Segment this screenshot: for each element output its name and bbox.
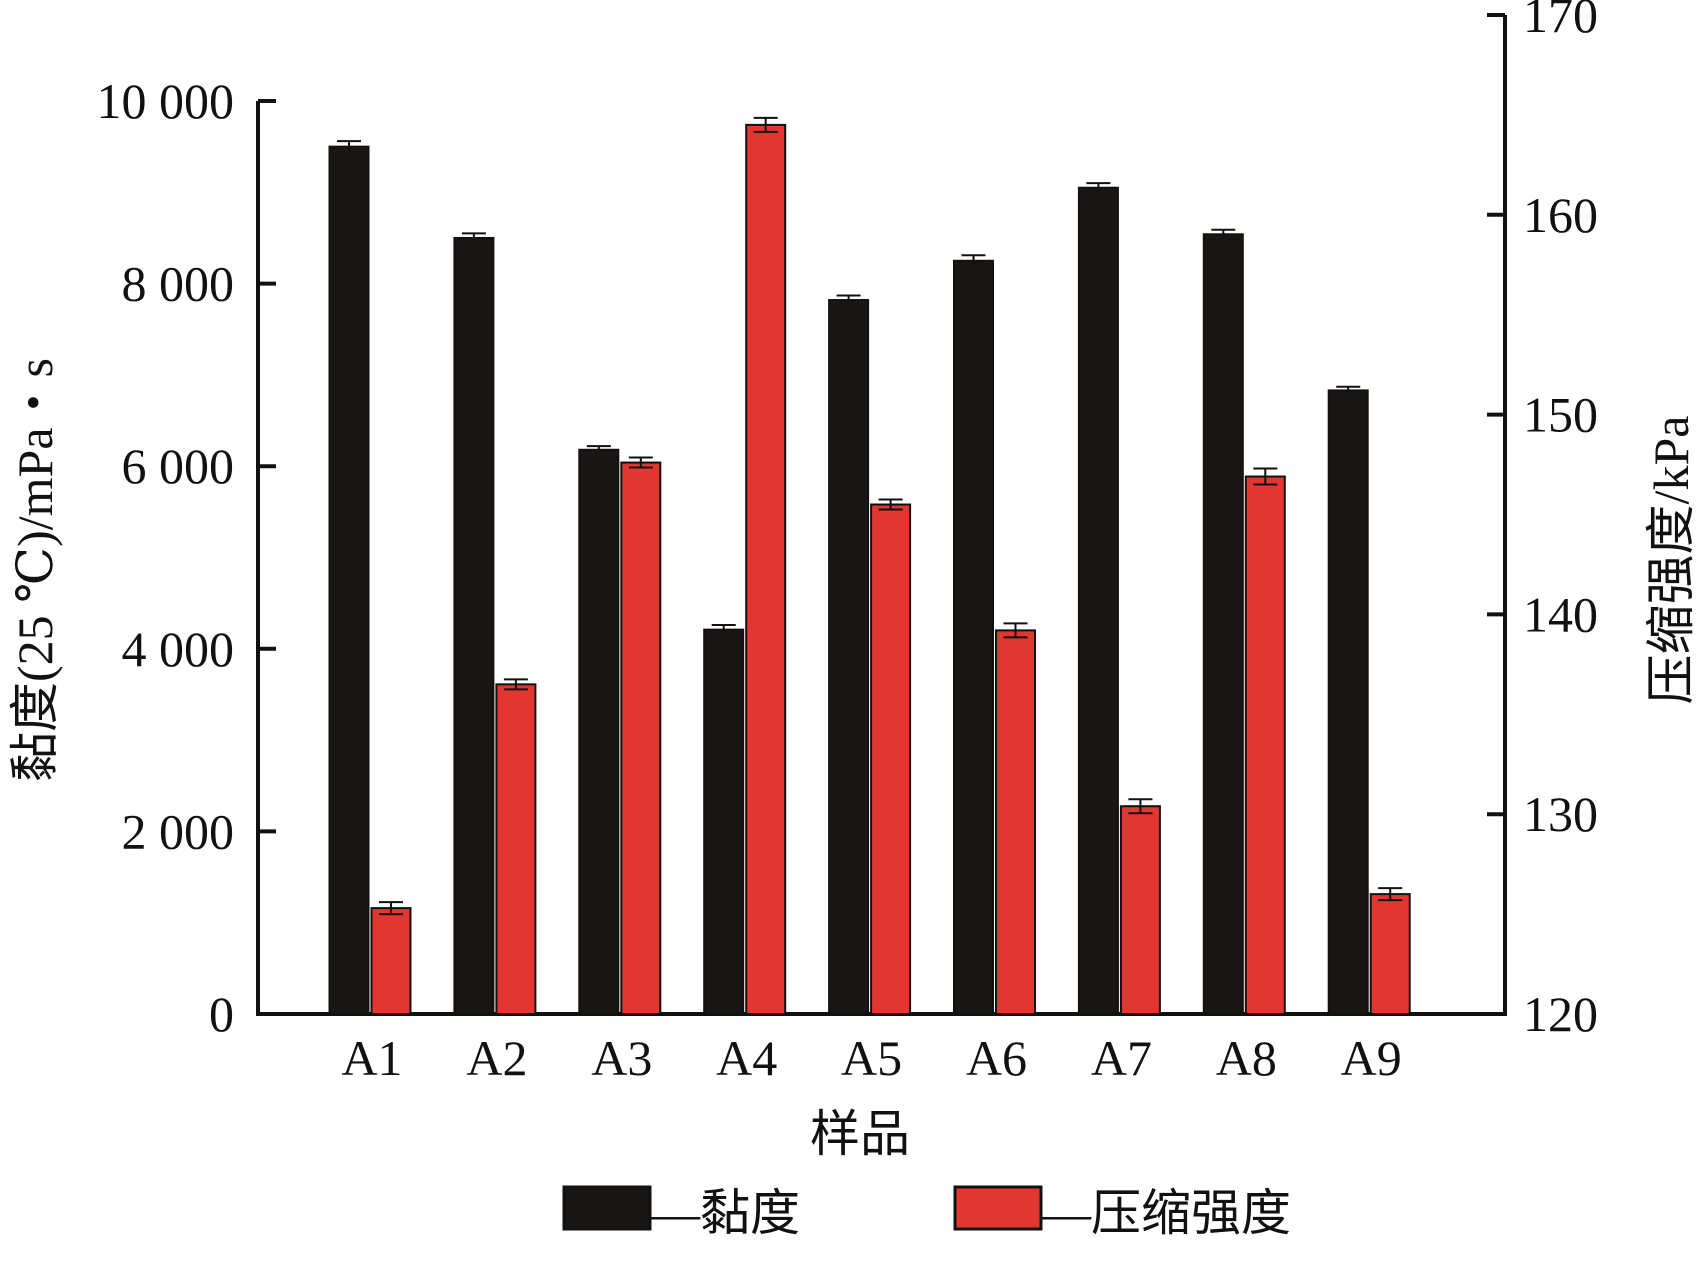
bar-viscosity [1327,389,1369,1015]
bar-viscosity [1202,233,1244,1016]
left-y-tick-label: 8 000 [122,256,235,312]
bar-viscosity [703,628,745,1015]
bar-compressive-strength [995,629,1036,1015]
right-y-tick-label: 130 [1523,786,1598,842]
x-tick-label: A2 [466,1030,527,1086]
bar-compressive-strength [1244,475,1286,1015]
left-y-tick-label: 4 000 [122,621,235,677]
right-y-tick-label: 170 [1523,0,1598,43]
right-y-tick-label: 150 [1523,387,1598,443]
bar-viscosity [328,145,370,1015]
bar-viscosity [953,259,994,1015]
plot-area: 0 2 000 4 000 6 000 8 000 10 000 120 130 140 150… [97,0,1599,1086]
bar-viscosity [828,299,870,1015]
legend: —黏度 —压缩强度 [562,1185,1291,1241]
bar-viscosity [578,448,620,1015]
legend-label-compressive-strength: —压缩强度 [1040,1185,1291,1241]
x-tick-label: A9 [1341,1030,1402,1086]
bar-viscosity [453,236,495,1015]
bar-viscosity [1077,186,1119,1016]
right-y-axis-title: 压缩强度/kPa [1643,416,1698,705]
bars [328,116,1411,1016]
x-tick-label: A7 [1091,1030,1152,1086]
right-y-tick-label: 140 [1523,586,1598,642]
bar-compressive-strength [370,907,412,1016]
right-y-tick-label: 120 [1523,986,1598,1042]
left-y-tick-label: 2 000 [122,803,235,859]
bar-compressive-strength [1119,805,1161,1016]
bar-compressive-strength [495,683,537,1016]
right-y-ticks: 120 130 140 150 160 170 [1487,0,1598,1042]
left-y-ticks: 0 2 000 4 000 6 000 8 000 10 000 [97,73,276,1042]
legend-swatch-viscosity [562,1185,652,1231]
x-axis-title: 样品 [810,1106,910,1162]
x-tick-label: A4 [716,1030,777,1086]
left-y-tick-label: 10 000 [97,73,235,129]
legend-label-viscosity: —黏度 [649,1185,800,1241]
x-tick-labels: A1 A2 A3 A4 A5 A6 A7 A8 A9 [341,1030,1401,1086]
bar-compressive-strength [745,123,787,1015]
bar-compressive-strength [870,503,912,1015]
x-tick-label: A3 [591,1030,652,1086]
x-tick-label: A5 [841,1030,902,1086]
bar-compressive-strength [1369,893,1411,1015]
left-y-tick-label: 6 000 [122,438,235,494]
x-tick-label: A6 [966,1030,1027,1086]
left-y-axis-title: 黏度(25 ℃)/mPa・s [7,358,63,782]
x-tick-label: A8 [1216,1030,1277,1086]
legend-swatch-compressive-strength [953,1185,1043,1231]
x-tick-label: A1 [341,1030,402,1086]
left-y-tick-label: 0 [209,986,234,1042]
right-y-tick-label: 160 [1523,187,1598,243]
bar-compressive-strength [620,461,662,1015]
